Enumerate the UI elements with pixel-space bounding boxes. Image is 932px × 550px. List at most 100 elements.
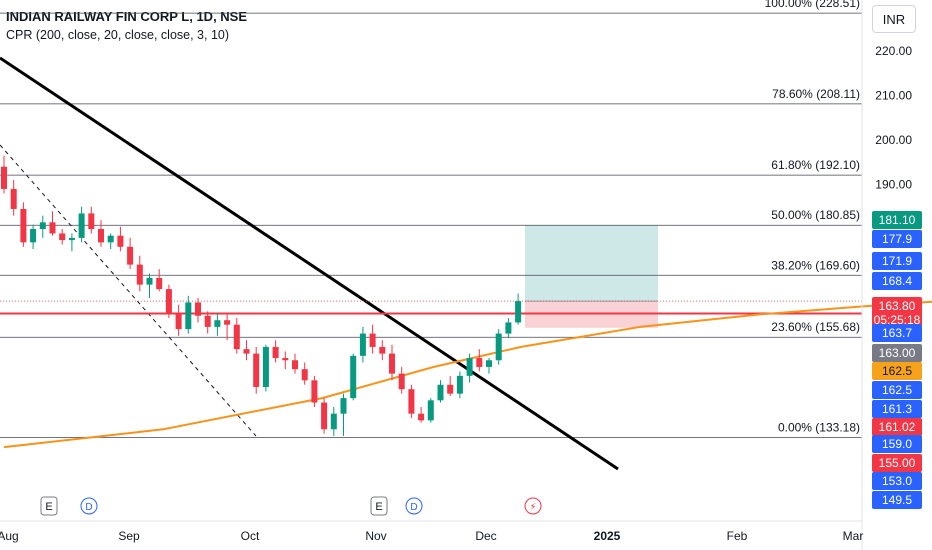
svg-text:181.10: 181.10: [879, 213, 916, 227]
candle-body: [127, 246, 134, 265]
candle-body: [30, 229, 37, 243]
candle-body: [398, 373, 405, 390]
price-badge: 153.0: [872, 472, 922, 490]
candle-body: [408, 389, 415, 414]
earnings-event-icon[interactable]: E: [370, 496, 388, 516]
dividend-event-icon[interactable]: D: [405, 497, 423, 515]
y-tick-label: 190.00: [875, 178, 912, 192]
indicator-label[interactable]: CPR (200, close, 20, close, close, 3, 10…: [6, 28, 230, 42]
candle-body: [301, 369, 308, 381]
candle-body: [330, 413, 337, 430]
candle-body: [214, 320, 221, 327]
candle-body: [39, 222, 46, 229]
candle-body: [340, 398, 347, 414]
price-badge: 177.9: [872, 230, 922, 248]
candle-body: [185, 302, 192, 330]
y-tick-label: 210.00: [875, 89, 912, 103]
candle-body: [447, 384, 454, 394]
x-tick-label: Sep: [118, 529, 140, 543]
price-badge: 171.9: [872, 252, 922, 270]
candle-body: [49, 222, 56, 234]
fib-level-label: 61.80% (192.10): [771, 158, 860, 172]
svg-text:⚡: ⚡: [529, 502, 536, 513]
candle-body: [456, 375, 463, 394]
candle-body: [243, 349, 250, 354]
candle-body: [165, 289, 172, 314]
candle-body: [117, 235, 124, 247]
candle-body: [437, 384, 444, 401]
fib-level-label: 0.00% (133.18): [778, 420, 860, 434]
x-tick-label: Feb: [727, 529, 748, 543]
candle-body: [379, 346, 386, 354]
currency-button[interactable]: INR: [872, 5, 916, 33]
svg-text:163.00: 163.00: [879, 346, 916, 360]
svg-text:163.7: 163.7: [882, 326, 912, 340]
x-tick-label: Nov: [365, 529, 386, 543]
candle-body: [359, 333, 366, 356]
candle-body: [107, 235, 114, 243]
x-tick-label: Dec: [475, 529, 496, 543]
svg-text:177.9: 177.9: [882, 232, 912, 246]
price-badge: 181.10: [872, 211, 922, 229]
candle-body: [427, 400, 434, 421]
candle-body: [282, 358, 289, 361]
svg-text:163.80: 163.80: [879, 299, 916, 313]
earnings-event-icon[interactable]: E: [40, 496, 58, 516]
svg-text:153.0: 153.0: [882, 474, 912, 488]
price-badge: 163.00: [872, 344, 922, 362]
svg-text:D: D: [85, 502, 92, 513]
candle-body: [495, 333, 502, 361]
candle-body: [224, 320, 231, 325]
y-tick-label: 220.00: [875, 44, 912, 58]
price-badge: 161.3: [872, 400, 922, 418]
x-tick-label: Aug: [0, 529, 19, 543]
candle-body: [156, 277, 163, 290]
svg-text:171.9: 171.9: [882, 254, 912, 268]
candle-body: [98, 229, 104, 243]
candle-body: [233, 324, 240, 350]
candle-body: [418, 413, 425, 421]
candle-body: [369, 333, 376, 347]
fib-level-label: 78.60% (208.11): [772, 87, 860, 101]
candle-body: [146, 277, 153, 285]
candle-body: [59, 233, 66, 241]
price-badge: 155.00: [872, 454, 922, 472]
candle-body: [466, 358, 473, 376]
dashed-trend-line: [0, 144, 257, 437]
candle-body: [1, 166, 7, 189]
moving-average-line: [3, 300, 932, 449]
split-event-icon[interactable]: ⚡: [524, 497, 542, 515]
svg-text:159.0: 159.0: [882, 437, 912, 451]
svg-text:05:25:18: 05:25:18: [874, 313, 921, 327]
candle-body: [476, 358, 483, 367]
price-badge: 162.5: [872, 381, 922, 399]
candle-body: [78, 213, 85, 238]
fib-level-label: 100.00% (228.51): [765, 0, 860, 10]
candle-body: [389, 353, 395, 374]
candle-body: [195, 302, 201, 316]
price-badge: 162.5: [872, 362, 922, 380]
svg-text:D: D: [410, 502, 417, 513]
price-badge: 163.7: [872, 324, 922, 342]
svg-text:168.4: 168.4: [882, 274, 912, 288]
candle-body: [10, 188, 17, 209]
candle-body: [486, 360, 492, 367]
price-badge: 161.02: [872, 418, 922, 436]
candle-body: [136, 264, 143, 285]
svg-text:E: E: [375, 501, 382, 513]
candle-body: [321, 402, 328, 430]
price-badge: 168.4: [872, 272, 922, 290]
x-tick-label: Oct: [241, 529, 260, 543]
candle-body: [311, 380, 318, 403]
svg-text:161.02: 161.02: [879, 420, 916, 434]
svg-text:162.5: 162.5: [882, 364, 912, 378]
candle-body: [253, 353, 260, 387]
dividend-event-icon[interactable]: D: [80, 497, 98, 515]
x-tick-label: Mar: [843, 529, 864, 543]
candle-body: [292, 360, 298, 370]
candle-body: [505, 322, 512, 334]
candle-body: [272, 346, 279, 359]
candle-body: [68, 237, 75, 241]
